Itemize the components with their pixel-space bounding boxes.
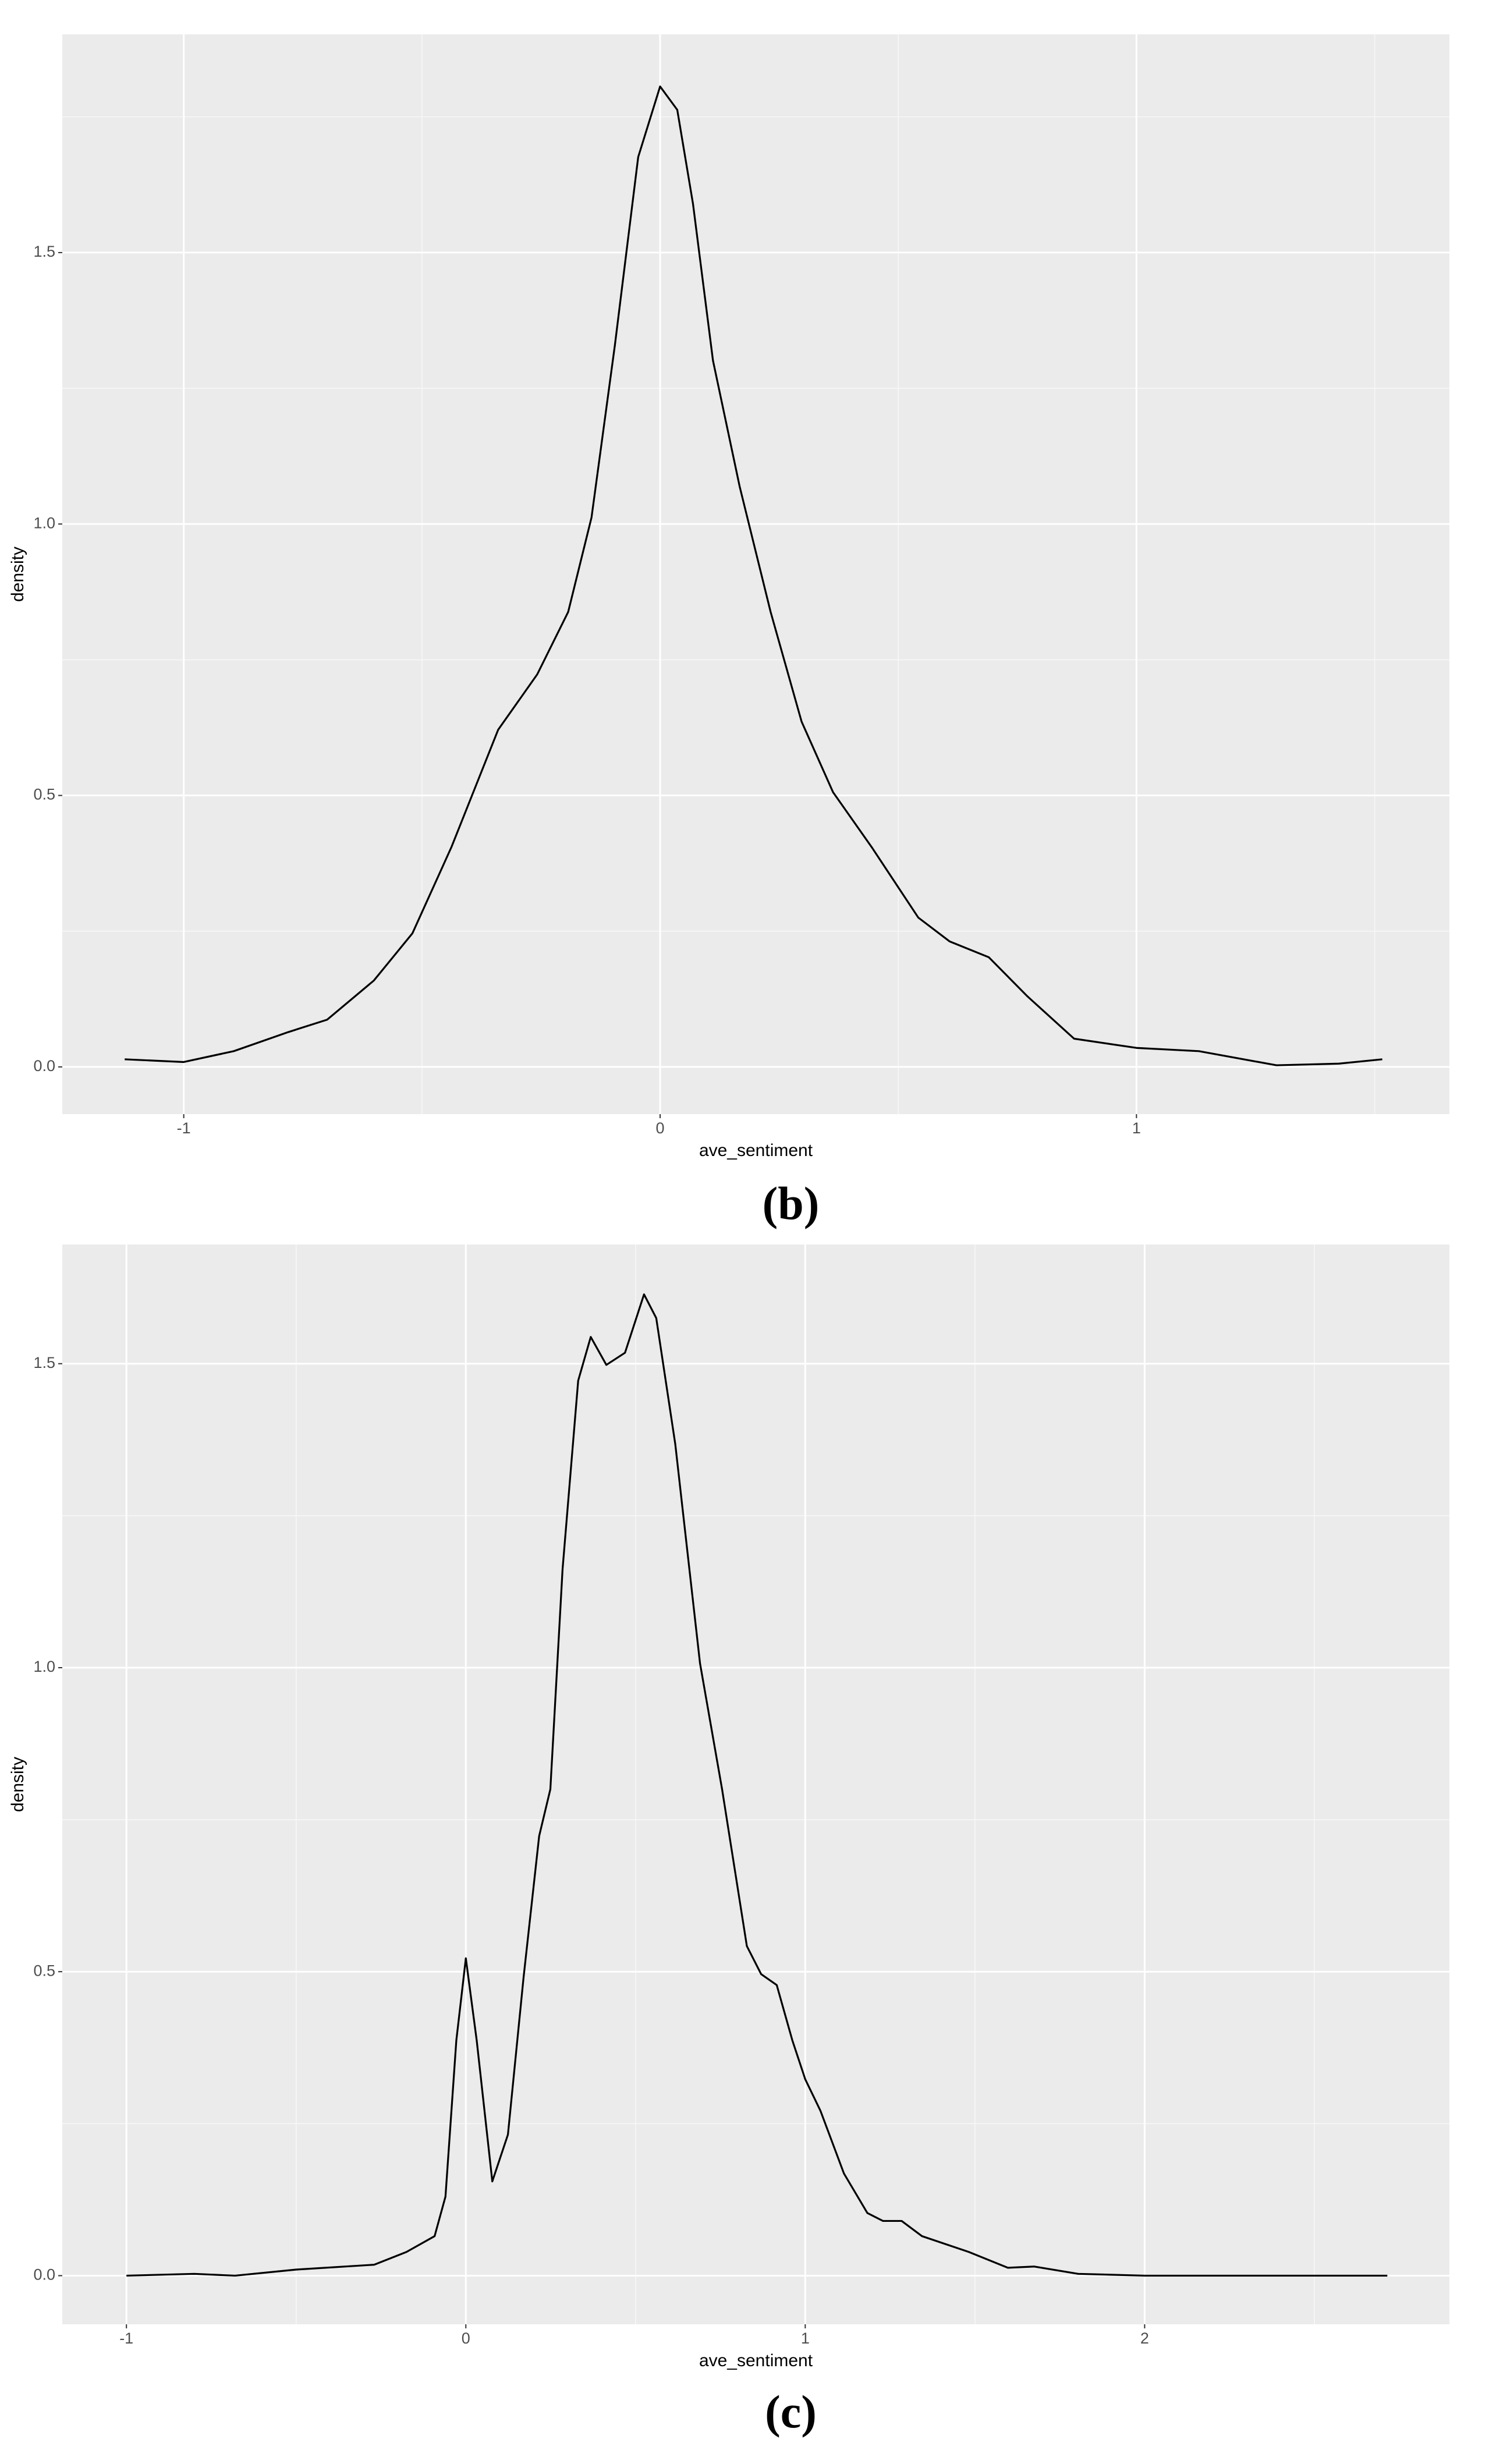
x-tick-label: 0 (462, 2330, 470, 2347)
caption: (b) (763, 1178, 820, 1229)
y-axis-title: density (8, 547, 27, 602)
panel-group: -1 0 1 0.0 0.5 1.0 1.5 ave_sentiment density (b) (8, 34, 1449, 1229)
x-axis-title: ave_sentiment (699, 2351, 813, 2370)
y-tick-label: 1.5 (33, 243, 55, 260)
x-tick-label: 0 (655, 1119, 664, 1137)
density-line (126, 1293, 1388, 2277)
plot-background (62, 34, 1449, 1114)
y-tick-label: 0.0 (33, 1057, 55, 1075)
caption: (c) (765, 2387, 817, 2438)
panel-group: -1 0 1 2 0.0 0.5 1.0 1.5 ave_sentiment density (c) (8, 1245, 1449, 2438)
x-tick-label: 1 (1132, 1119, 1141, 1137)
x-tick-label: 1 (801, 2330, 810, 2347)
y-tick-label: 0.5 (33, 786, 55, 803)
x-tick-label: 2 (1140, 2330, 1149, 2347)
x-axis-title: ave_sentiment (699, 1141, 813, 1160)
x-tick-label: -1 (177, 1119, 191, 1137)
y-tick-label: 1.0 (33, 514, 55, 531)
x-tick-label: -1 (119, 2330, 133, 2347)
plot-background (62, 1245, 1449, 2324)
y-tick-label: 0.0 (33, 2266, 55, 2284)
y-tick-label: 0.5 (33, 1962, 55, 1979)
y-tick-label: 1.5 (33, 1354, 55, 1371)
density-line (125, 85, 1382, 1066)
y-axis-title: density (8, 1757, 27, 1812)
y-tick-label: 1.0 (33, 1658, 55, 1675)
